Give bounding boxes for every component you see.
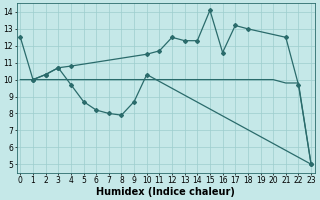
X-axis label: Humidex (Indice chaleur): Humidex (Indice chaleur) [96, 187, 235, 197]
